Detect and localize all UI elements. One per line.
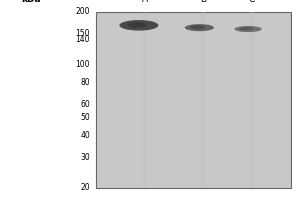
Text: 40: 40 (80, 131, 90, 140)
Ellipse shape (127, 22, 147, 28)
Text: 80: 80 (80, 78, 90, 87)
Ellipse shape (235, 26, 262, 32)
Text: B: B (200, 0, 206, 4)
Text: 140: 140 (76, 35, 90, 44)
Text: C: C (249, 0, 255, 4)
Text: 100: 100 (76, 60, 90, 69)
Text: 30: 30 (80, 153, 90, 162)
Bar (96, 12, 291, 188)
Ellipse shape (239, 27, 253, 30)
Text: A: A (142, 0, 148, 4)
Text: kDa: kDa (21, 0, 40, 4)
Ellipse shape (119, 20, 158, 31)
Text: 50: 50 (80, 113, 90, 122)
Text: 200: 200 (76, 7, 90, 17)
Text: 60: 60 (80, 100, 90, 109)
Text: 150: 150 (76, 29, 90, 38)
Ellipse shape (190, 25, 205, 29)
Ellipse shape (185, 24, 214, 31)
Text: 20: 20 (80, 184, 90, 192)
